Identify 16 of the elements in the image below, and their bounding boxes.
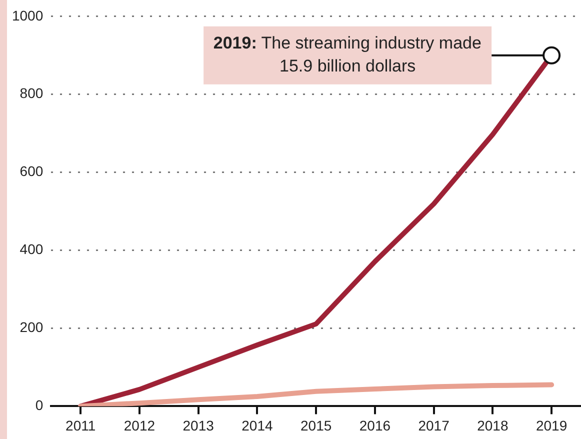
y-tick-label: 800 bbox=[20, 85, 44, 102]
y-tick-label: 600 bbox=[20, 163, 44, 180]
x-tick-label: 2012 bbox=[124, 417, 156, 434]
y-tick-label: 1000 bbox=[12, 7, 44, 24]
x-tick-label: 2018 bbox=[477, 417, 508, 434]
y-tick-label: 200 bbox=[20, 319, 44, 336]
y-tick-label: 0 bbox=[35, 397, 44, 414]
y-tick-label: 400 bbox=[20, 241, 44, 258]
x-tick-label: 2016 bbox=[359, 417, 391, 434]
annotation: 2019: The streaming industry made 15.9 billion dollars bbox=[213, 34, 482, 76]
x-tick-label: 2019 bbox=[536, 417, 568, 434]
x-tick-label: 2015 bbox=[300, 417, 332, 434]
x-tick-label: 2011 bbox=[66, 417, 96, 434]
x-tick-label: 2017 bbox=[418, 417, 450, 434]
x-tick-label: 2013 bbox=[182, 417, 214, 434]
x-tick-label: 2014 bbox=[242, 417, 273, 434]
